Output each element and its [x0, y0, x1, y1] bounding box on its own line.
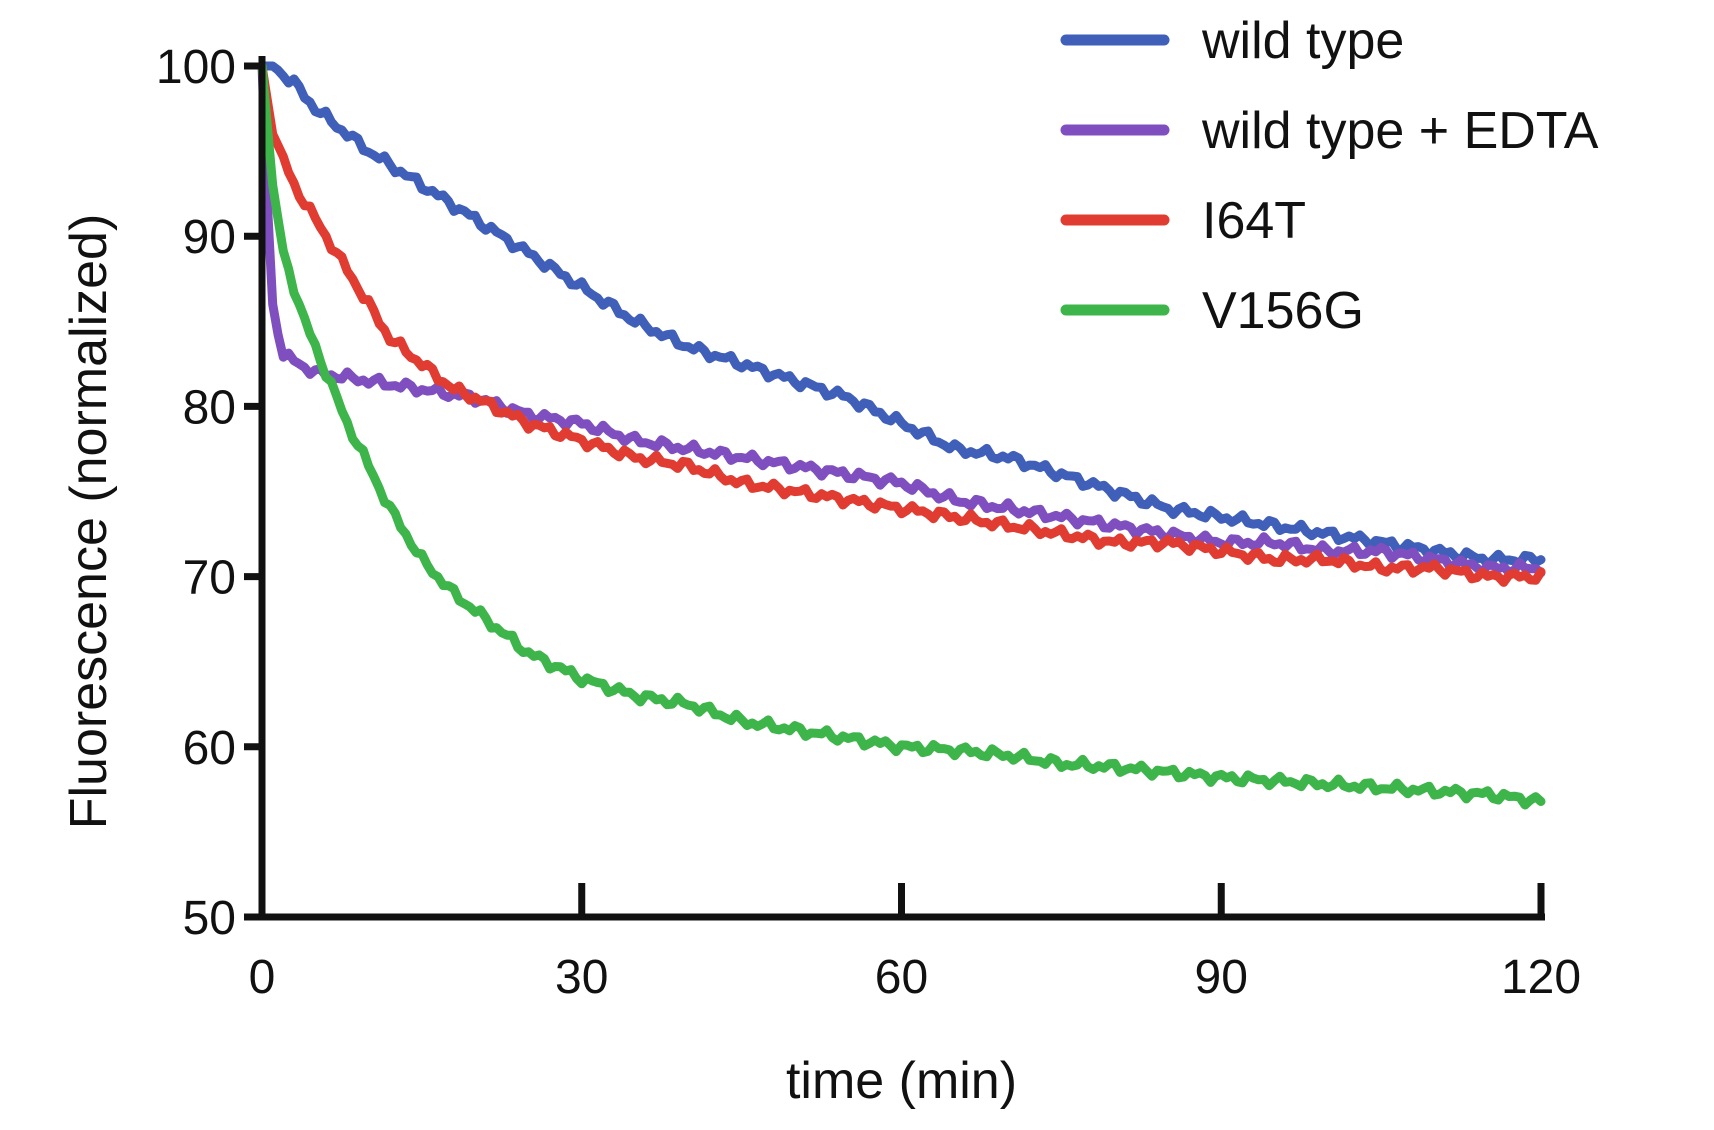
y-tick-label: 80	[183, 381, 236, 434]
y-axis-title: Fluorescence (normalized)	[60, 214, 118, 830]
legend-label: wild type + EDTA	[1201, 102, 1599, 160]
y-tick-label: 50	[183, 892, 236, 945]
legend-label: wild type	[1201, 12, 1404, 70]
series-line-wild-type-edta	[257, 61, 1546, 578]
series-layer	[257, 61, 1546, 810]
series-line-i64t	[257, 61, 1546, 587]
legend-label: I64T	[1202, 192, 1306, 250]
x-tick-label: 60	[875, 951, 928, 1004]
series-line-v156g	[257, 61, 1546, 810]
legend: wild type wild type + EDTA I64T V156G	[1060, 12, 1599, 340]
x-tick-label: 30	[555, 951, 608, 1004]
y-tick-label: 60	[183, 722, 236, 775]
series-line-wild-type	[257, 61, 1546, 569]
y-tick-label: 70	[183, 552, 236, 605]
x-axis-title: time (min)	[786, 1052, 1017, 1110]
x-tick-label: 0	[249, 951, 276, 1004]
y-tick-label: 90	[183, 211, 236, 264]
y-tick-label: 100	[156, 41, 236, 94]
legend-label: V156G	[1202, 282, 1364, 340]
x-tick-label: 120	[1501, 951, 1581, 1004]
ticks-layer: 0 30 60 90 120 50 60 70 80 90 100	[156, 41, 1581, 1004]
x-tick-label: 90	[1195, 951, 1248, 1004]
